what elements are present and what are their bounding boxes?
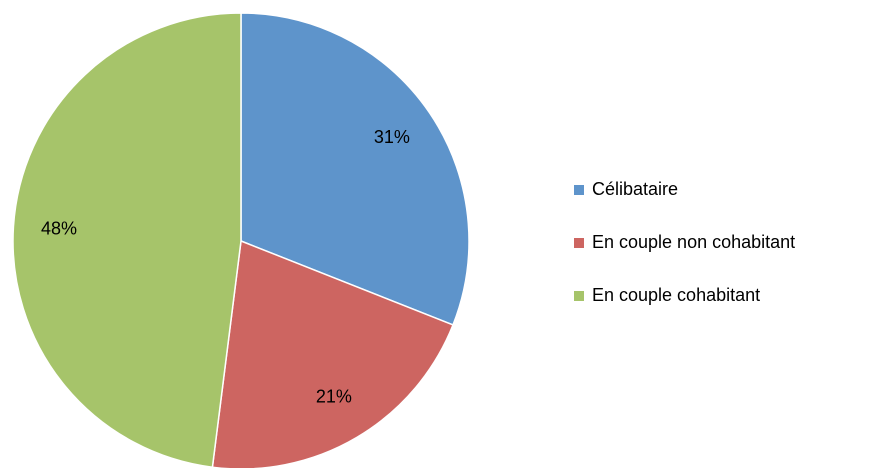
- legend-label: Célibataire: [592, 179, 678, 199]
- pie-slice: [12, 12, 242, 468]
- data-label: 31%: [374, 127, 410, 147]
- legend-swatch: [574, 185, 584, 195]
- pie-slice: [240, 12, 470, 326]
- legend-label: En couple non cohabitant: [592, 232, 795, 252]
- legend-label: En couple cohabitant: [592, 285, 760, 305]
- data-label: 21%: [316, 387, 352, 407]
- data-label: 48%: [41, 218, 77, 238]
- legend-swatch: [574, 291, 584, 301]
- legend-swatch: [574, 238, 584, 248]
- pie-slice: [211, 239, 454, 468]
